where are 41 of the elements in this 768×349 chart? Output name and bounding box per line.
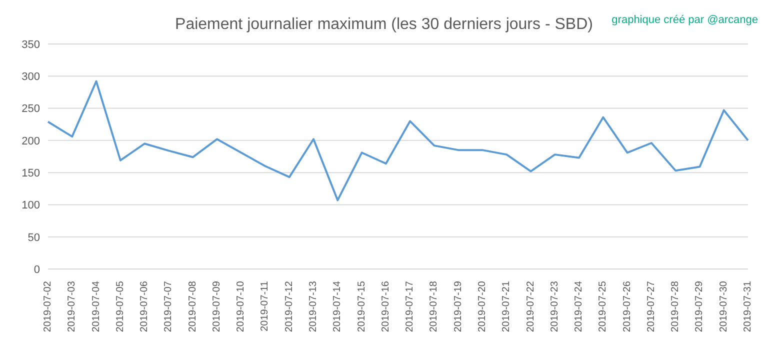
y-tick-label: 200: [22, 135, 40, 148]
x-tick-label: 2019-07-23: [549, 280, 560, 332]
x-tick-label: 2019-07-11: [260, 280, 271, 332]
x-tick-label: 2019-07-30: [718, 280, 730, 332]
x-tick-label: 2019-07-21: [501, 280, 512, 332]
x-tick-label: 2019-07-09: [211, 280, 222, 332]
x-tick-label: 2019-07-02: [42, 280, 54, 332]
x-tick-label: 2019-07-25: [598, 280, 609, 332]
y-tick-label: 350: [22, 38, 40, 51]
y-tick-label: 150: [22, 167, 40, 180]
x-tick-label: 2019-07-12: [284, 280, 295, 332]
x-tick-label: 2019-07-07: [163, 280, 174, 332]
x-tick-label: 2019-07-10: [236, 280, 247, 332]
x-tick-label: 2019-07-03: [66, 280, 78, 332]
x-tick-label: 2019-07-19: [452, 280, 464, 332]
y-tick-label: 300: [22, 71, 40, 84]
x-tick-label: 2019-07-24: [574, 280, 585, 332]
x-tick-label: 2019-07-27: [646, 280, 657, 332]
x-tick-label: 2019-07-08: [187, 280, 198, 332]
x-tick-label: 2019-07-05: [114, 280, 126, 332]
y-tick-label: 100: [22, 200, 40, 212]
x-tick-label: 2019-07-29: [694, 280, 706, 332]
x-tick-label: 2019-07-04: [90, 280, 102, 332]
x-tick-label: 2019-07-15: [356, 280, 368, 332]
line-series: [47, 80, 749, 202]
x-tick-label: 2019-07-20: [476, 280, 488, 332]
x-tick-label: 2019-07-06: [139, 280, 150, 332]
x-tick-label: 2019-07-14: [332, 280, 344, 332]
text: graphique créé par @arcange: [612, 14, 758, 26]
x-tick-label: 2019-07-13: [308, 280, 320, 332]
x-tick-label: 2019-07-18: [428, 280, 440, 332]
x-tick-label: 2019-07-17: [404, 280, 416, 332]
y-tick-label: 0: [34, 264, 40, 276]
x-tick-label: 2019-07-28: [670, 280, 682, 332]
chart-title: Paiement journalier maximum (les 30 derniers jours - SBD): [175, 16, 593, 33]
x-tick-label: 2019-07-16: [380, 280, 392, 332]
x-tick-label: 2019-07-26: [622, 280, 633, 332]
y-tick-label: 50: [28, 232, 40, 244]
y-tick-label: 250: [22, 103, 40, 116]
x-tick-label: 2019-07-22: [525, 280, 536, 332]
x-tick-label: 2019-07-31: [742, 280, 754, 332]
